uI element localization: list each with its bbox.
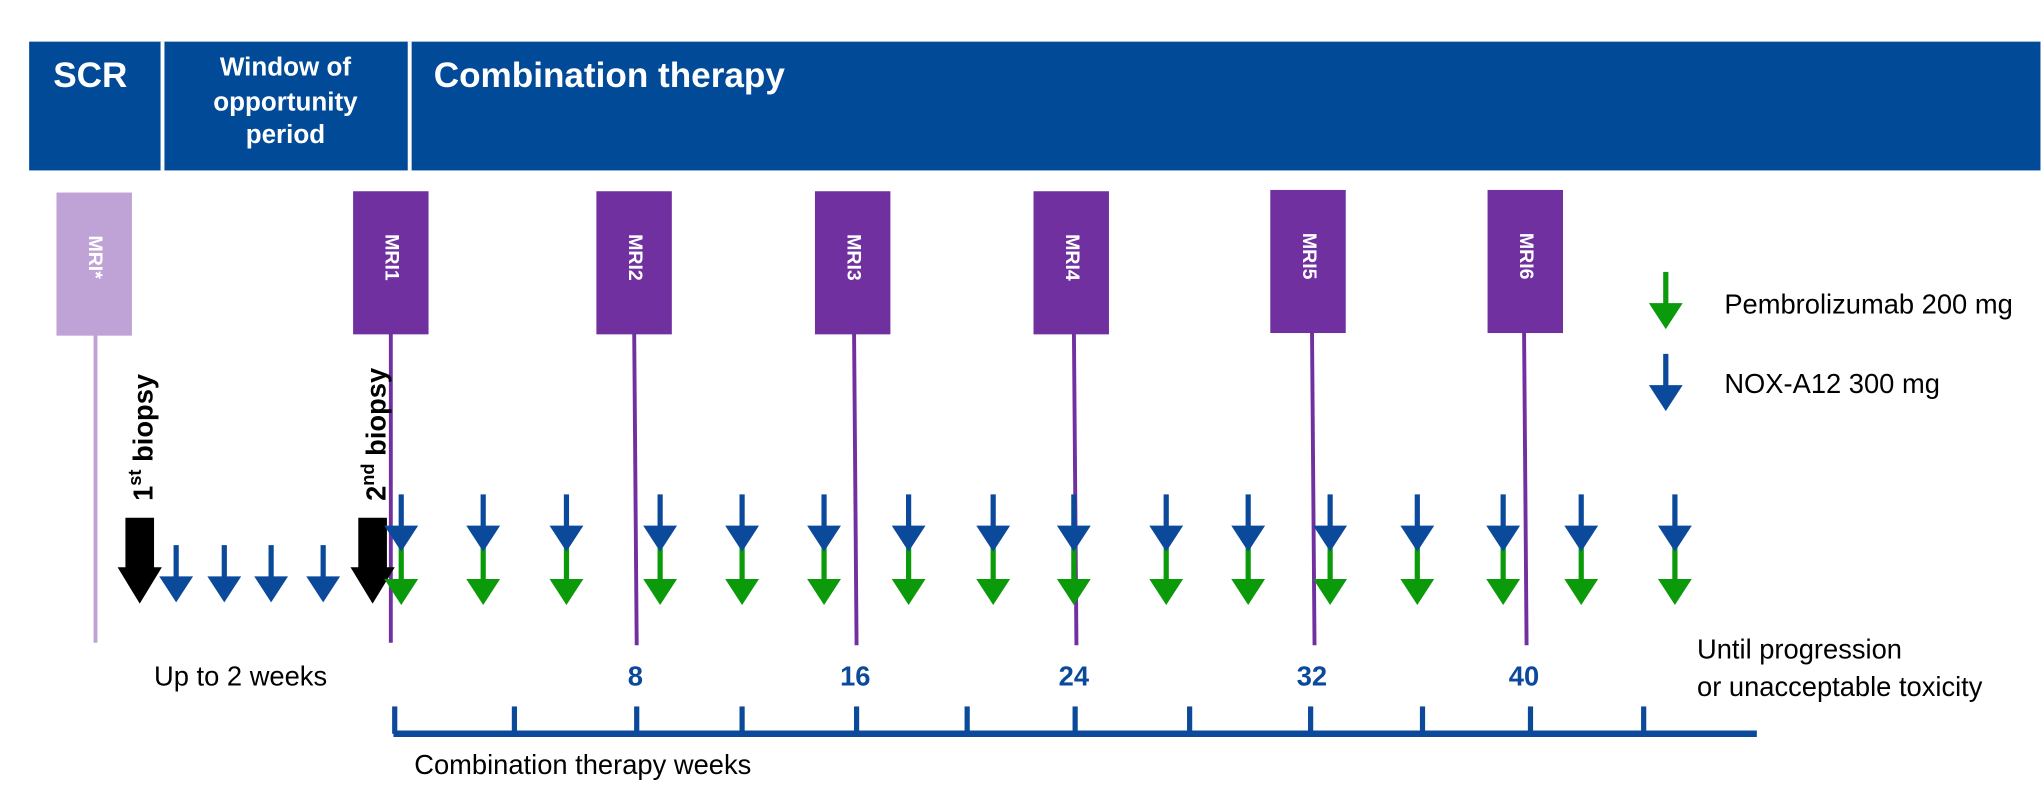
biopsy-text: biopsy xyxy=(128,373,159,469)
mri-line xyxy=(1522,320,1529,646)
axis-label: Combination therapy weeks xyxy=(414,749,751,780)
mri-line xyxy=(852,321,859,646)
nox-arrow-head xyxy=(1231,525,1266,552)
pembro-arrow-head xyxy=(725,578,760,605)
nox-arrow-head xyxy=(159,576,194,603)
header-divider xyxy=(160,41,165,171)
biopsy-label: 2nd biopsy xyxy=(358,367,392,501)
pre-label: Up to 2 weeks xyxy=(154,661,327,692)
header-band xyxy=(29,41,2041,171)
pembro-arrow-head xyxy=(807,578,841,605)
pembro-arrow-head xyxy=(466,578,501,605)
pembro-arrow-head xyxy=(1564,578,1599,605)
pembro-arrow-head xyxy=(384,578,419,605)
legend-arrow-head xyxy=(1648,385,1683,412)
biopsy-suffix: st xyxy=(125,469,145,485)
nox-arrow-head xyxy=(976,525,1011,552)
end-label: or unacceptable toxicity xyxy=(1697,671,1983,702)
mri-label: MRI6 xyxy=(1515,233,1537,280)
nox-arrow-head xyxy=(807,525,841,552)
pembro-arrow-head xyxy=(549,578,584,605)
pembro-arrow-head xyxy=(643,578,678,605)
biopsy-arrow-head xyxy=(117,567,162,604)
week-label: 24 xyxy=(1059,661,1090,692)
mri-label: MRI5 xyxy=(1298,233,1320,280)
nox-arrow-head xyxy=(725,525,760,552)
nox-arrow-head xyxy=(643,525,678,552)
nox-arrow-head xyxy=(891,525,926,552)
biopsy-text: biopsy xyxy=(361,367,392,463)
header-window: period xyxy=(246,119,325,149)
mri-box xyxy=(596,191,672,335)
pembro-arrow-head xyxy=(1149,578,1184,605)
week-label: 32 xyxy=(1297,661,1327,692)
mri-label: MRI* xyxy=(84,235,106,279)
biopsy-number: 1 xyxy=(128,486,159,501)
week-label: 40 xyxy=(1509,661,1539,692)
mri-label: MRI2 xyxy=(624,234,646,281)
nox-arrow-head xyxy=(384,525,419,552)
mri-box xyxy=(353,191,429,335)
end-label: Until progression xyxy=(1697,633,1902,664)
pembro-arrow-head xyxy=(891,578,926,605)
mri-box xyxy=(56,192,132,336)
nox-arrow-head xyxy=(1149,525,1184,552)
legend-label: Pembrolizumab 200 mg xyxy=(1724,289,2012,320)
pembro-arrow-head xyxy=(1056,578,1091,605)
nox-arrow-head xyxy=(254,576,289,603)
mri-label: MRI1 xyxy=(381,234,403,281)
mri-label: MRI4 xyxy=(1061,234,1083,281)
week-label: 8 xyxy=(628,661,643,692)
mri-line xyxy=(632,321,639,646)
pembro-arrow-head xyxy=(1231,578,1266,605)
nox-arrow-head xyxy=(549,525,584,552)
week-label: 16 xyxy=(840,661,870,692)
nox-arrow-head xyxy=(1564,525,1599,552)
nox-arrow-head xyxy=(1657,525,1692,552)
biopsy-arrow-head xyxy=(350,567,395,604)
mri-line xyxy=(1309,320,1317,646)
nox-arrow-head xyxy=(1400,525,1435,552)
header-combination: Combination therapy xyxy=(434,56,786,95)
header-scr: SCR xyxy=(53,56,127,95)
header-window: Window of xyxy=(220,51,352,81)
nox-arrow-head xyxy=(306,576,341,603)
pembro-arrow-head xyxy=(1313,578,1348,605)
header-divider xyxy=(407,41,412,171)
pembro-arrow-head xyxy=(1400,578,1435,605)
pembro-arrow-head xyxy=(1657,578,1692,605)
pembro-arrow-head xyxy=(1486,578,1521,605)
biopsy-label: 1st biopsy xyxy=(125,373,159,501)
mri-box xyxy=(1033,191,1109,335)
nox-arrow-head xyxy=(466,525,501,552)
nox-arrow-head xyxy=(207,576,242,603)
mri-box xyxy=(1487,189,1564,334)
mri-box xyxy=(814,191,891,335)
mri-box xyxy=(1270,189,1346,334)
header-window: opportunity xyxy=(213,87,358,117)
mri-label: MRI3 xyxy=(843,234,865,281)
nox-arrow-head xyxy=(1313,525,1348,552)
nox-arrow-head xyxy=(1486,525,1521,552)
pembro-arrow-head xyxy=(976,578,1011,605)
biopsy-suffix: nd xyxy=(358,463,378,485)
nox-arrow-head xyxy=(1056,525,1091,552)
biopsy-number: 2 xyxy=(361,486,392,501)
legend-arrow-head xyxy=(1648,303,1683,330)
legend-label: NOX-A12 300 mg xyxy=(1724,368,1940,399)
